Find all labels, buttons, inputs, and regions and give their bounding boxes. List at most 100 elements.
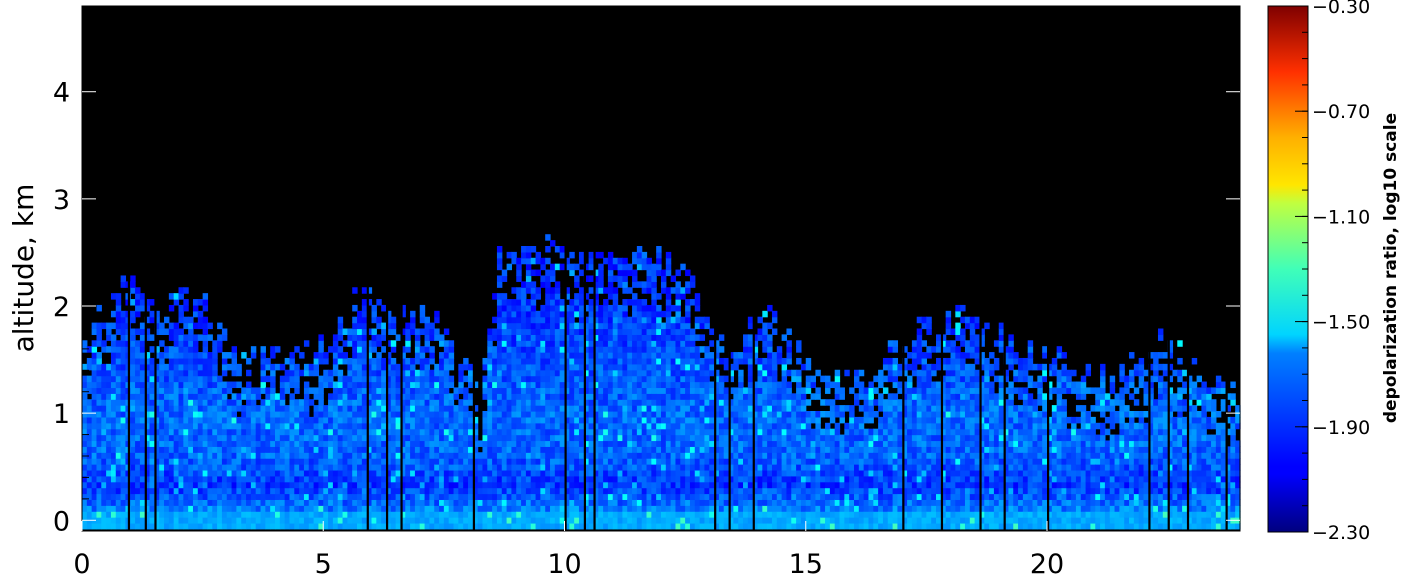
heatmap-cell [530,287,537,294]
heatmap-cell [323,440,329,447]
heatmap-cell [453,452,459,459]
heatmap-cell [651,440,657,447]
heatmap-cell [347,416,353,424]
heatmap-cell [164,346,170,353]
heatmap-cell [612,369,619,377]
heatmap-cell [352,369,358,377]
heatmap-cell [468,487,474,495]
heatmap-cell [337,393,344,400]
heatmap-cell [381,411,387,418]
heatmap-cell [593,346,599,353]
heatmap-cell [603,399,609,406]
heatmap-cell [207,452,213,459]
heatmap-cell [598,452,604,459]
heatmap-cell [709,422,715,430]
heatmap-cell [120,493,127,500]
heatmap-cell [448,446,455,453]
heatmap-cell [357,334,363,341]
heatmap-cell [593,375,599,383]
heatmap-cell [352,505,358,512]
heatmap-cell [381,487,387,495]
heatmap-cell [516,310,522,318]
heatmap-cell [622,452,628,459]
heatmap-cell [82,452,88,459]
heatmap-cell [554,505,561,512]
heatmap-cell [545,246,551,253]
heatmap-cell [101,458,107,465]
heatmap-cell [106,511,112,518]
heatmap-cell [130,475,136,483]
heatmap-cell [632,310,638,318]
heatmap-cell [501,387,508,394]
heatmap-cell [612,517,619,524]
heatmap-cell [149,475,155,483]
heatmap-cell [680,446,686,453]
heatmap-cell [564,328,570,335]
heatmap-cell [347,469,353,477]
heatmap-cell [110,487,117,495]
heatmap-cell [101,381,107,389]
heatmap-cell [521,287,527,294]
heatmap-cell [670,440,677,447]
heatmap-cell [82,499,88,506]
heatmap-cell [178,293,184,300]
heatmap-cell [564,493,570,500]
heatmap-cell [767,446,773,453]
heatmap-cell [680,346,686,353]
heatmap-cell [294,499,300,506]
heatmap-cell [622,446,628,453]
heatmap-cell [661,328,667,335]
heatmap-cell [617,440,623,447]
heatmap-cell [521,481,527,489]
heatmap-cell [381,522,387,530]
heatmap-cell [139,493,146,500]
heatmap-cell [458,464,464,471]
heatmap-cell [149,493,155,500]
heatmap-cell [554,357,561,365]
heatmap-cell [723,511,730,518]
heatmap-cell [516,369,522,377]
heatmap-cell [704,475,710,483]
heatmap-cell [540,428,546,436]
heatmap-cell [496,399,503,406]
heatmap-cell [352,446,358,453]
heatmap-cell [154,405,160,412]
heatmap-cell [723,499,730,506]
heatmap-cell [675,269,681,277]
heatmap-cell [241,511,247,518]
heatmap-cell [82,522,88,530]
heatmap-cell [617,405,623,412]
heatmap-cell [535,375,541,383]
heatmap-cell [197,511,204,518]
heatmap-cell [622,469,628,477]
heatmap-cell [632,493,638,500]
heatmap-cell [468,422,474,430]
heatmap-cell [231,511,237,518]
heatmap-cell [607,487,614,495]
heatmap-cell [627,363,633,371]
heatmap-cell [733,499,739,506]
heatmap-cell [612,416,619,424]
heatmap-cell [318,387,324,394]
heatmap-cell [704,505,710,512]
heatmap-cell [472,452,479,459]
heatmap-cell [135,452,141,459]
heatmap-cell [130,340,136,347]
heatmap-cell [405,322,411,330]
heatmap-cell [120,322,127,330]
heatmap-cell [680,293,686,300]
heatmap-cell [588,334,595,341]
heatmap-cell [680,481,686,489]
heatmap-cell [627,328,633,335]
heatmap-cell [569,322,575,330]
heatmap-cell [188,499,194,506]
heatmap-cell [419,469,426,477]
heatmap-cell [574,328,580,335]
heatmap-cell [106,328,112,335]
heatmap-cell [192,340,199,347]
heatmap-cell [106,405,112,412]
heatmap-cell [347,340,353,347]
heatmap-cell [583,304,590,312]
heatmap-cell [130,440,136,447]
heatmap-cell [752,393,759,400]
